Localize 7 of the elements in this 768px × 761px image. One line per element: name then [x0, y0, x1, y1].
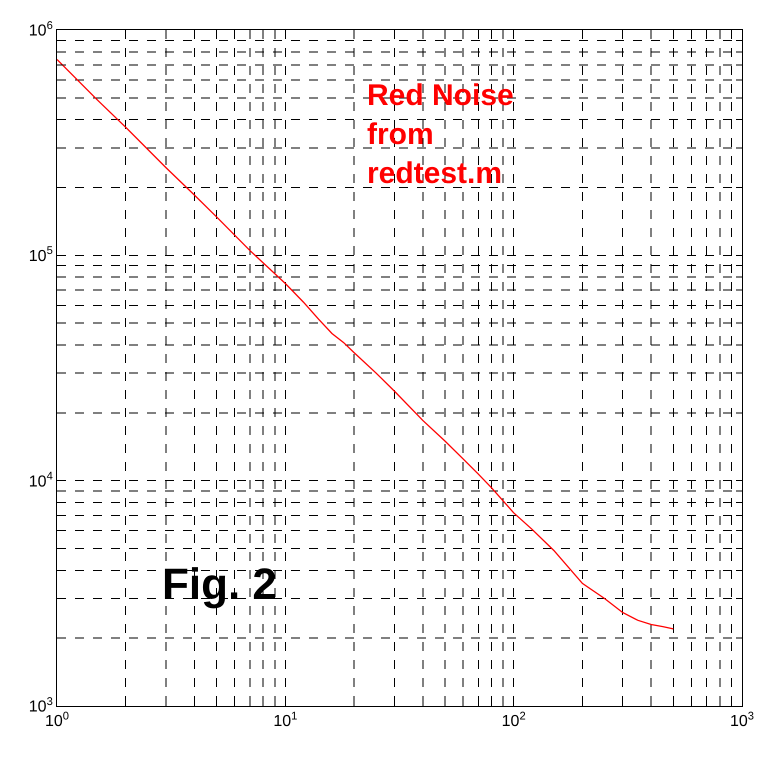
- annotation: Red Noise from redtest.m: [367, 79, 514, 190]
- y-tick-label: 10$^{6}$: [28, 20, 53, 40]
- y-tick-label: 10$^{4}$: [28, 470, 53, 490]
- x-tick-label: 10$^{1}$: [273, 710, 298, 730]
- x-tick-label: 10$^{3}$: [730, 710, 754, 730]
- y-tick-label: 10$^{5}$: [28, 245, 53, 265]
- x-tick-label: 10$^{2}$: [502, 710, 526, 730]
